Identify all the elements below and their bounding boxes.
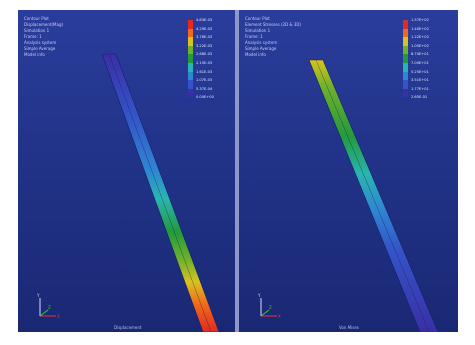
legend-value: 1.05E+02: [411, 43, 429, 48]
right-info-line: Frame: 1: [245, 34, 263, 39]
svg-text:Y: Y: [257, 293, 261, 298]
right-info-block: Contour Plot Element Stresses (2D & 3D) …: [245, 16, 301, 58]
legend-value: 8.74E+01: [411, 52, 429, 57]
legend-value: 3.22E-03: [196, 43, 213, 48]
right-info-line: Contour Plot: [245, 16, 270, 21]
legend-value: 4.29E-03: [196, 26, 213, 31]
legend-value: 7.00E+01: [411, 61, 429, 65]
legend-value: 1.57E+02: [411, 18, 429, 22]
legend-value: 2.65E-01: [411, 95, 428, 100]
left-info-line: Contour Plot: [24, 16, 49, 21]
left-info-line: Simulation 1: [24, 28, 50, 33]
legend-value: 5.37E-04: [196, 86, 213, 91]
right-info-line: Analysis system: [245, 40, 278, 45]
right-beam: [308, 59, 439, 332]
legend-swatch: [403, 88, 408, 98]
left-beam: [101, 53, 220, 332]
svg-text:X: X: [278, 314, 281, 319]
legend-swatch: [403, 28, 408, 38]
legend-swatch: [403, 71, 408, 81]
legend-value: 2.15E-03: [196, 61, 213, 65]
right-info-line: Model info: [245, 52, 266, 57]
right-info-line: Simple Average: [245, 46, 277, 51]
legend-swatch: [403, 80, 408, 89]
legend-value: 1.40E+02: [411, 26, 429, 31]
left-footer-label: Displacement: [114, 325, 142, 330]
left-contour-legend: 4.83E-03 4.29E-03 3.76E-03 3.22E-03 2.68…: [188, 18, 214, 99]
right-info-line: Element Stresses (2D & 3D): [245, 22, 301, 27]
svg-text:Y: Y: [36, 293, 40, 298]
legend-swatch: [403, 20, 408, 29]
legend-swatch: [188, 80, 193, 89]
legend-swatch: [403, 62, 408, 72]
left-model-view: [101, 53, 220, 332]
legend-swatch: [403, 45, 408, 55]
legend-value: 0.00E+00: [196, 95, 214, 100]
legend-swatch: [188, 54, 193, 63]
svg-text:Z: Z: [48, 305, 51, 310]
legend-value: 4.83E-03: [196, 18, 213, 22]
legend-swatch: [188, 88, 193, 98]
legend-value: 1.07E-03: [196, 78, 213, 83]
legend-swatch: [188, 45, 193, 55]
legend-value: 3.51E+01: [411, 78, 429, 83]
legend-swatch: [188, 20, 193, 29]
legend-value: 1.22E+02: [411, 35, 429, 40]
legend-value: 3.76E-03: [196, 35, 213, 40]
left-info-line: Frame: 1: [24, 34, 42, 39]
left-info-block: Contour Plot Displacement(Mag) Simulatio…: [24, 16, 63, 58]
svg-text:X: X: [57, 314, 60, 319]
right-footer-label: Von Mises: [339, 325, 359, 330]
right-viewport[interactable]: Contour Plot Element Stresses (2D & 3D) …: [239, 10, 458, 332]
right-contour-legend: 1.57E+02 1.40E+02 1.22E+02 1.05E+02 8.74…: [403, 18, 429, 99]
viewport-divider[interactable]: [235, 10, 239, 332]
left-info-line: Simple Average: [24, 46, 56, 51]
legend-value: 1.61E-03: [196, 69, 213, 74]
legend-swatch: [188, 28, 193, 38]
legend-swatch: [403, 54, 408, 63]
legend-value: 5.25E+01: [411, 69, 429, 74]
legend-swatch: [188, 37, 193, 46]
legend-value: 1.77E+01: [411, 86, 429, 91]
left-info-line: Analysis system: [24, 40, 57, 45]
legend-swatch: [188, 62, 193, 72]
legend-value: 2.68E-03: [196, 52, 213, 57]
left-viewport[interactable]: Contour Plot Displacement(Mag) Simulatio…: [18, 10, 235, 332]
legend-swatch: [403, 37, 408, 46]
left-axis-triad: Y X Z: [36, 293, 60, 319]
svg-text:Z: Z: [269, 305, 272, 310]
legend-swatch: [188, 71, 193, 81]
left-info-line: Model info: [24, 52, 45, 57]
right-info-line: Simulation 1: [245, 28, 271, 33]
right-model-view: [308, 59, 439, 332]
right-axis-triad: Y X Z: [257, 293, 281, 319]
left-info-line: Displacement(Mag): [24, 22, 64, 27]
